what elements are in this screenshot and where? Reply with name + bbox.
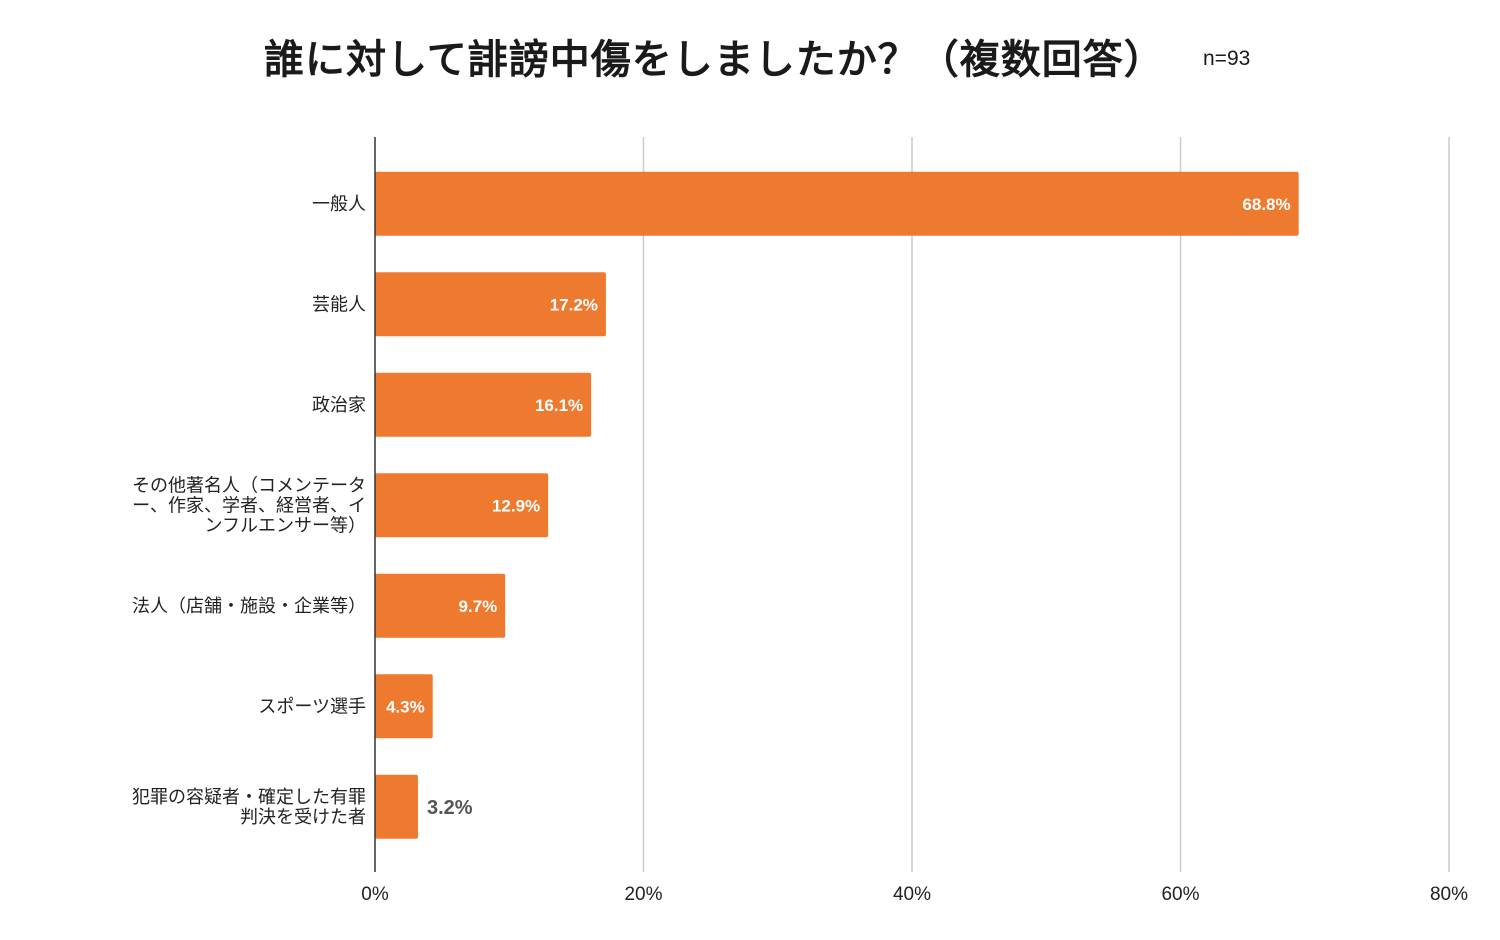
x-tick-label: 0%	[361, 884, 389, 905]
category-label-line: その他著名人（コメンテータ	[132, 475, 366, 496]
sample-size: n=93	[1203, 47, 1251, 70]
data-label: 68.8%	[1242, 195, 1290, 214]
category-label: スポーツ選手	[258, 696, 366, 717]
data-label: 9.7%	[458, 597, 497, 616]
category-label: 政治家	[312, 395, 366, 416]
bar[interactable]	[375, 674, 433, 739]
data-label: 12.9%	[492, 496, 540, 515]
bar[interactable]	[375, 272, 606, 337]
x-tick-label: 40%	[893, 884, 931, 905]
category-label-line: 芸能人	[312, 294, 366, 315]
category-label-line: スポーツ選手	[258, 696, 366, 717]
x-tick-label: 80%	[1430, 884, 1468, 905]
category-label-line: 一般人	[312, 194, 366, 215]
bar[interactable]	[375, 774, 418, 839]
data-label: 3.2%	[427, 797, 473, 819]
category-label: 一般人	[312, 194, 366, 215]
category-label: 芸能人	[312, 294, 366, 315]
category-label-line: 政治家	[312, 395, 366, 416]
data-label: 17.2%	[550, 295, 598, 314]
category-label-line: ンフルエンサー等）	[205, 515, 366, 536]
data-label: 16.1%	[535, 396, 583, 415]
category-label: 法人（店舗・施設・企業等）	[132, 596, 366, 617]
category-label: 犯罪の容疑者・確定した有罪判決を受けた者	[132, 787, 366, 828]
bar[interactable]	[375, 171, 1299, 236]
x-tick-label: 60%	[1161, 884, 1199, 905]
x-tick-label: 20%	[624, 884, 662, 905]
bar[interactable]	[375, 473, 549, 538]
chart-title: 誰に対して誹謗中傷をしましたか？（複数回答）	[264, 37, 1165, 83]
category-label-line: 犯罪の容疑者・確定した有罪	[132, 787, 366, 808]
category-label-line: 判決を受けた者	[240, 807, 366, 828]
title-area: 誰に対して誹謗中傷をしましたか？（複数回答） n=93	[0, 30, 1500, 90]
bar[interactable]	[375, 573, 506, 638]
bar[interactable]	[375, 372, 592, 437]
category-label: その他著名人（コメンテーター、作家、学者、経営者、インフルエンサー等）	[132, 475, 366, 536]
category-label-line: 法人（店舗・施設・企業等）	[132, 596, 366, 617]
category-label-line: ー、作家、学者、経営者、イ	[132, 495, 366, 516]
data-label: 4.3%	[386, 697, 425, 716]
